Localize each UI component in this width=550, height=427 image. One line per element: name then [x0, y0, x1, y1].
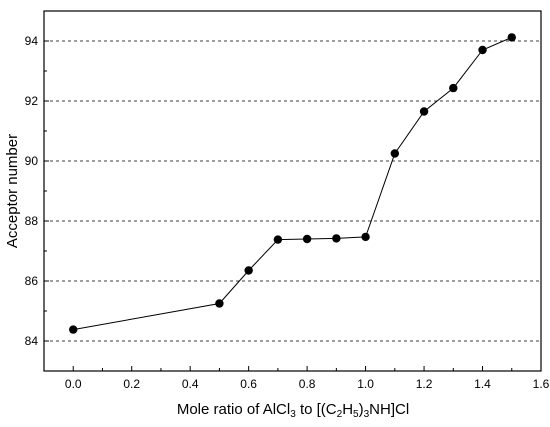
x-tick-label: 0.8	[299, 377, 316, 391]
x-axis-title-subscript: 3	[290, 409, 296, 420]
x-tick-label: 0.6	[240, 377, 257, 391]
data-point	[361, 232, 370, 242]
x-axis-title: Mole ratio of AlCl3​ to [(C2​H5​)3​NH]Cl	[177, 401, 409, 420]
y-tick-label: 94	[25, 34, 39, 48]
plot-frame	[43, 10, 542, 372]
data-point	[69, 325, 78, 334]
y-tick-label: 92	[25, 94, 39, 108]
data-point	[302, 234, 312, 244]
y-tick-label: 84	[25, 334, 39, 348]
x-axis-ticks: 0.0 0.2 0.4 0.6 0.8 1.0 1.2 1.4 1.6	[43, 366, 550, 391]
x-tick-label: 1.6	[533, 377, 550, 391]
data-point	[332, 234, 341, 243]
x-axis-title-text: Mole ratio of AlCl	[177, 401, 290, 418]
data-point	[478, 45, 487, 55]
data-point	[273, 235, 283, 244]
data-point	[507, 33, 516, 42]
x-tick-label: 1.0	[357, 377, 374, 391]
x-axis-title-text: to [(C	[296, 401, 337, 418]
x-axis-title-text: )	[359, 401, 364, 418]
y-axis-ticks: 84 86 88 90 92 94	[25, 10, 49, 372]
data-point	[419, 107, 429, 116]
y-tick-label: 90	[25, 154, 39, 168]
x-axis-title-text: NH]Cl	[369, 401, 409, 418]
x-tick-label: 0.4	[182, 377, 199, 391]
data-point	[390, 149, 400, 158]
grid-lines	[44, 40, 541, 342]
x-axis-title-text: H	[342, 401, 353, 418]
series-line-group	[69, 33, 516, 334]
x-tick-label: 1.4	[474, 377, 491, 391]
x-tick-label: 0.0	[65, 377, 82, 391]
data-point	[215, 299, 224, 308]
data-point	[244, 266, 253, 275]
y-axis-title: Acceptor number	[4, 134, 21, 248]
x-axis-title-subscript: 5	[353, 409, 359, 420]
x-axis-title-subscript: 3	[364, 409, 370, 420]
data-point	[449, 83, 458, 93]
x-tick-label: 0.2	[123, 377, 140, 391]
y-tick-label: 88	[25, 214, 39, 228]
x-tick-label: 1.2	[416, 377, 433, 391]
y-tick-label: 86	[25, 274, 39, 288]
x-axis-title-subscript: 2	[337, 409, 343, 420]
series-line	[73, 36, 512, 331]
